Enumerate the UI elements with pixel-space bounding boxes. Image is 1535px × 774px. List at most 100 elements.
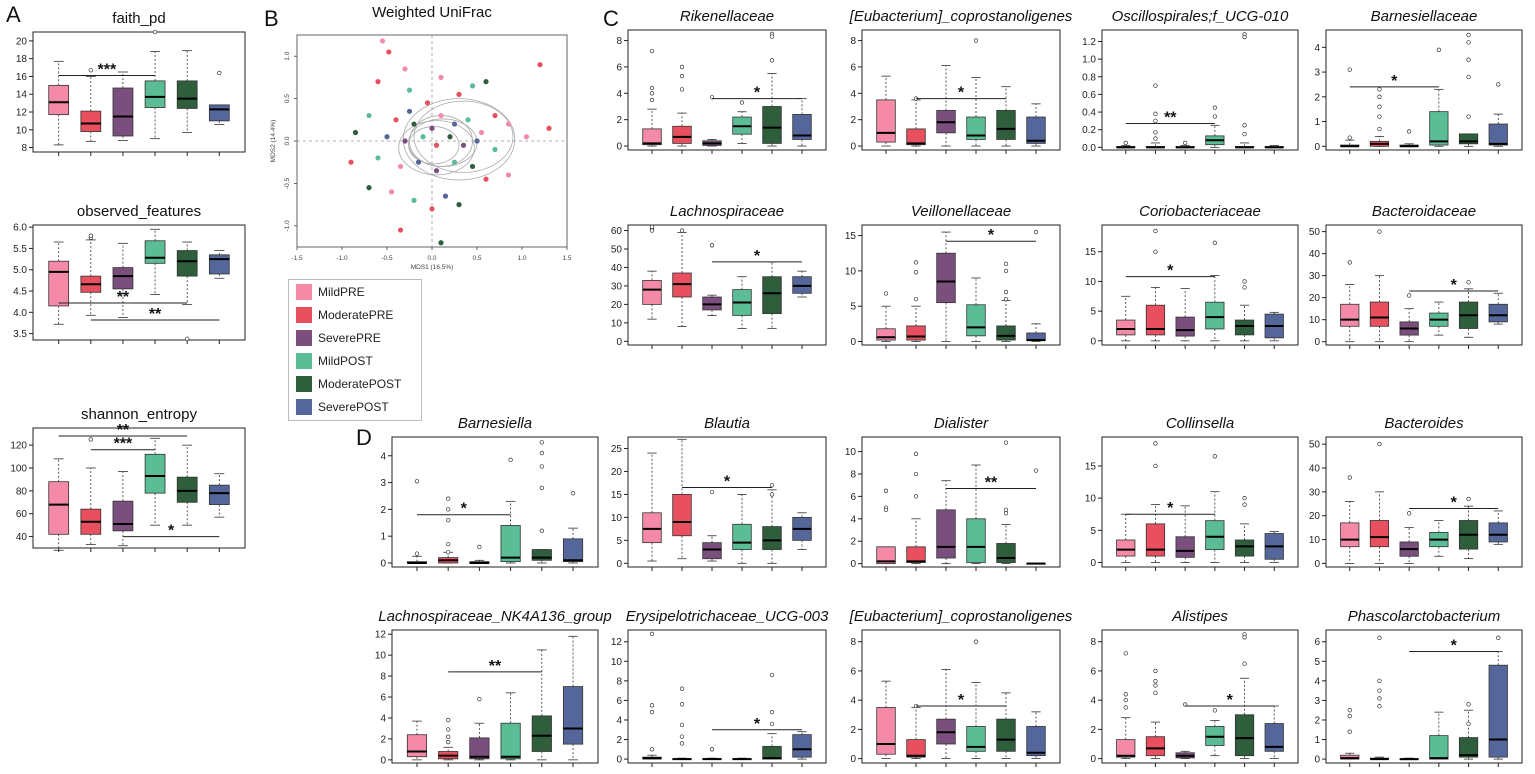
plot-frame [32,224,246,341]
box [1488,303,1508,323]
box [876,99,896,143]
outlier-point [88,437,93,442]
outlier-point [1212,114,1217,119]
chart-title: Bacteroidaceae [1372,203,1476,220]
outlier-point [679,87,685,92]
legend-item: ModeratePRE [289,303,421,326]
scatter-point [388,189,395,195]
legend-swatch [296,375,312,392]
outlier-point [883,291,889,296]
scatter-point [393,117,399,123]
significance-label: ** [489,658,502,675]
outlier-point [1466,74,1471,80]
y-tick-label: 0.0 [284,136,291,145]
plot-frame [1325,29,1523,151]
outlier-point [1466,57,1471,62]
box [966,518,986,563]
chart-title: observed_features [77,203,201,220]
chart-title: Barnesiella [458,415,532,432]
box [876,328,896,341]
legend-label: SeverePRE [318,330,381,345]
outlier-point [1496,82,1501,87]
y-tick-label: 0 [850,559,856,570]
y-tick-label: 2 [850,537,856,548]
scatter-point [438,240,444,246]
legend: MildPRE ModeratePRE SeverePRE MildPOST M… [288,279,422,421]
scatter-point [505,121,512,127]
y-tick-label: 2 [380,505,386,516]
y-tick-label: 10 [845,266,857,277]
outlier-point [679,74,685,79]
y-tick-label: 10 [611,657,623,668]
y-tick-label: 60 [16,509,28,520]
outlier-point [1153,668,1158,674]
outlier-point [1003,289,1009,295]
outlier-point [1347,708,1352,713]
y-tick-label: 10 [1085,494,1097,505]
legend-swatch [296,306,312,323]
box [48,481,70,535]
outlier-point [1153,136,1158,141]
scatter-point [438,112,444,119]
significance-label: * [754,85,761,102]
box [48,260,70,307]
plot-frame [32,427,246,549]
chart-title: Rikenellaceae [680,8,774,25]
y-tick-label: 3 [1314,696,1320,707]
outlier-point [1242,34,1247,40]
outlier-point [1153,441,1158,446]
box [1116,319,1136,336]
significance-label: * [168,523,175,540]
y-tick-label: 3 [380,478,386,489]
outlier-point [446,542,451,547]
legend-item: MildPOST [289,349,421,372]
box [500,525,521,563]
box [500,722,521,760]
y-tick-label: 15 [845,231,857,242]
y-tick-label: 5.5 [13,244,27,255]
scatter-point [397,227,404,233]
scatter-point [537,62,543,68]
y-tick-label: 2 [616,735,622,746]
outlier-point [1407,511,1412,516]
box [936,509,956,559]
outlier-point [1347,260,1352,265]
box [966,726,986,752]
y-tick-label: 5 [1090,307,1096,318]
outlier-point [679,734,685,739]
scatter-point [429,125,435,131]
significance-label: ** [985,475,998,492]
y-tick-label: 15 [1085,461,1097,472]
y-tick-label: 60 [611,226,623,237]
outlier-point [1153,679,1158,684]
outlier-point [152,29,158,35]
box [1369,520,1390,548]
panel-letter-c: C [603,6,619,31]
outlier-point [88,233,93,238]
legend-label: SeverePOST [318,399,389,414]
legend-item: SeverePOST [289,395,421,418]
outlier-point [1377,87,1382,92]
outlier-point [1377,126,1382,132]
significance-label: * [1167,263,1174,280]
y-tick-label: 8 [616,676,622,687]
y-tick-label: 6 [380,693,386,704]
plot-frame [1325,436,1523,568]
outlier-point [649,91,655,96]
outlier-point [679,702,685,707]
outlier-point [769,492,775,497]
outlier-point [1377,704,1382,709]
outlier-point [414,479,420,484]
group-ellipse [408,118,478,167]
scatter-point [375,79,381,85]
y-tick-label: 10 [16,125,28,136]
scatter-point [492,112,498,119]
significance-label: *** [114,436,133,453]
scatter-point [433,168,440,174]
outlier-point [1347,67,1352,72]
plot-frame [1101,224,1299,346]
y-tick-label: 0.6 [1082,90,1096,101]
outlier-point [649,709,655,715]
outlier-point [1242,502,1247,507]
y-tick-label: 1.0 [284,51,291,60]
